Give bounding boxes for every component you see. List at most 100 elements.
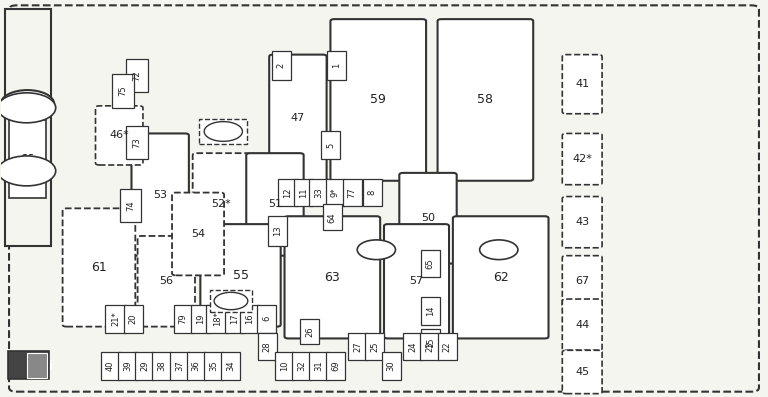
- Bar: [382, 352, 401, 380]
- Text: 16: 16: [245, 313, 254, 324]
- Text: 77: 77: [348, 187, 357, 198]
- FancyBboxPatch shape: [562, 299, 602, 350]
- Circle shape: [0, 156, 56, 186]
- Bar: [300, 319, 319, 344]
- Bar: [112, 74, 134, 108]
- Text: 35: 35: [209, 361, 218, 371]
- FancyBboxPatch shape: [562, 256, 602, 307]
- Text: 39: 39: [124, 361, 133, 371]
- Text: 57: 57: [409, 276, 424, 286]
- Bar: [9, 119, 46, 198]
- Text: 44: 44: [575, 320, 589, 330]
- Bar: [126, 125, 147, 159]
- Bar: [207, 305, 228, 333]
- Text: 74: 74: [126, 200, 135, 211]
- Bar: [362, 179, 382, 206]
- Bar: [326, 179, 345, 206]
- Bar: [343, 179, 362, 206]
- Text: 61: 61: [91, 261, 107, 274]
- Text: 54: 54: [191, 229, 205, 239]
- Text: 42*: 42*: [572, 154, 592, 164]
- Text: 15: 15: [425, 337, 435, 348]
- FancyBboxPatch shape: [284, 216, 380, 339]
- Text: 45: 45: [575, 367, 589, 377]
- Bar: [323, 204, 342, 230]
- Text: 34: 34: [226, 361, 235, 371]
- Text: 46*: 46*: [109, 131, 129, 141]
- FancyBboxPatch shape: [453, 216, 548, 339]
- Text: 30: 30: [387, 361, 396, 371]
- Bar: [403, 333, 422, 360]
- Circle shape: [214, 292, 248, 310]
- Circle shape: [480, 240, 518, 260]
- Bar: [326, 51, 346, 80]
- Text: 12: 12: [283, 187, 293, 198]
- FancyBboxPatch shape: [562, 350, 602, 394]
- Bar: [421, 250, 440, 278]
- Text: 25: 25: [370, 341, 379, 352]
- Text: 22: 22: [442, 341, 452, 352]
- Text: 56: 56: [159, 276, 174, 286]
- Text: 75: 75: [118, 86, 127, 96]
- Bar: [321, 131, 340, 159]
- Bar: [170, 352, 189, 380]
- Text: 31: 31: [314, 361, 323, 371]
- FancyBboxPatch shape: [562, 133, 602, 185]
- Text: 63: 63: [324, 271, 340, 284]
- Bar: [118, 352, 137, 380]
- FancyBboxPatch shape: [330, 19, 426, 181]
- FancyBboxPatch shape: [200, 224, 280, 327]
- Text: 53: 53: [153, 189, 167, 200]
- Text: 26: 26: [305, 326, 314, 337]
- Bar: [421, 297, 440, 325]
- FancyBboxPatch shape: [562, 55, 602, 114]
- Circle shape: [1, 157, 55, 185]
- Text: 20: 20: [129, 314, 138, 324]
- Text: 58: 58: [478, 93, 493, 106]
- Bar: [210, 290, 252, 312]
- Text: 23: 23: [425, 341, 434, 352]
- Text: 62: 62: [493, 271, 508, 284]
- Text: 6: 6: [262, 316, 271, 322]
- Text: 9*: 9*: [331, 188, 340, 197]
- Bar: [124, 305, 143, 333]
- Text: 36: 36: [192, 360, 200, 372]
- FancyBboxPatch shape: [63, 208, 135, 327]
- Text: 21*: 21*: [111, 311, 120, 326]
- Text: 32: 32: [297, 361, 306, 371]
- Text: 19: 19: [197, 314, 205, 324]
- Text: 64: 64: [328, 212, 337, 223]
- Bar: [240, 305, 260, 333]
- Bar: [5, 9, 51, 246]
- Text: 2: 2: [276, 63, 286, 68]
- Bar: [191, 305, 210, 333]
- FancyBboxPatch shape: [131, 133, 189, 256]
- FancyBboxPatch shape: [172, 193, 224, 276]
- Bar: [135, 352, 154, 380]
- FancyBboxPatch shape: [137, 236, 195, 327]
- Text: 52*: 52*: [211, 199, 231, 209]
- Text: 13: 13: [273, 226, 282, 236]
- Text: 1: 1: [332, 63, 341, 68]
- FancyBboxPatch shape: [438, 19, 533, 181]
- Bar: [257, 305, 276, 333]
- Bar: [309, 352, 328, 380]
- Bar: [278, 179, 297, 206]
- Text: 11: 11: [299, 187, 308, 198]
- Bar: [204, 352, 223, 380]
- FancyBboxPatch shape: [399, 173, 457, 264]
- FancyBboxPatch shape: [9, 5, 759, 392]
- Text: 33: 33: [314, 187, 323, 198]
- Bar: [101, 352, 120, 380]
- FancyBboxPatch shape: [247, 153, 303, 256]
- Text: 18*: 18*: [213, 311, 222, 326]
- Text: 50: 50: [421, 213, 435, 223]
- FancyBboxPatch shape: [95, 106, 143, 165]
- Text: 27: 27: [353, 341, 362, 352]
- Bar: [309, 179, 328, 206]
- Bar: [258, 333, 277, 360]
- Text: 41: 41: [575, 79, 589, 89]
- Bar: [200, 119, 247, 144]
- Text: 29: 29: [141, 361, 149, 371]
- Bar: [126, 58, 147, 92]
